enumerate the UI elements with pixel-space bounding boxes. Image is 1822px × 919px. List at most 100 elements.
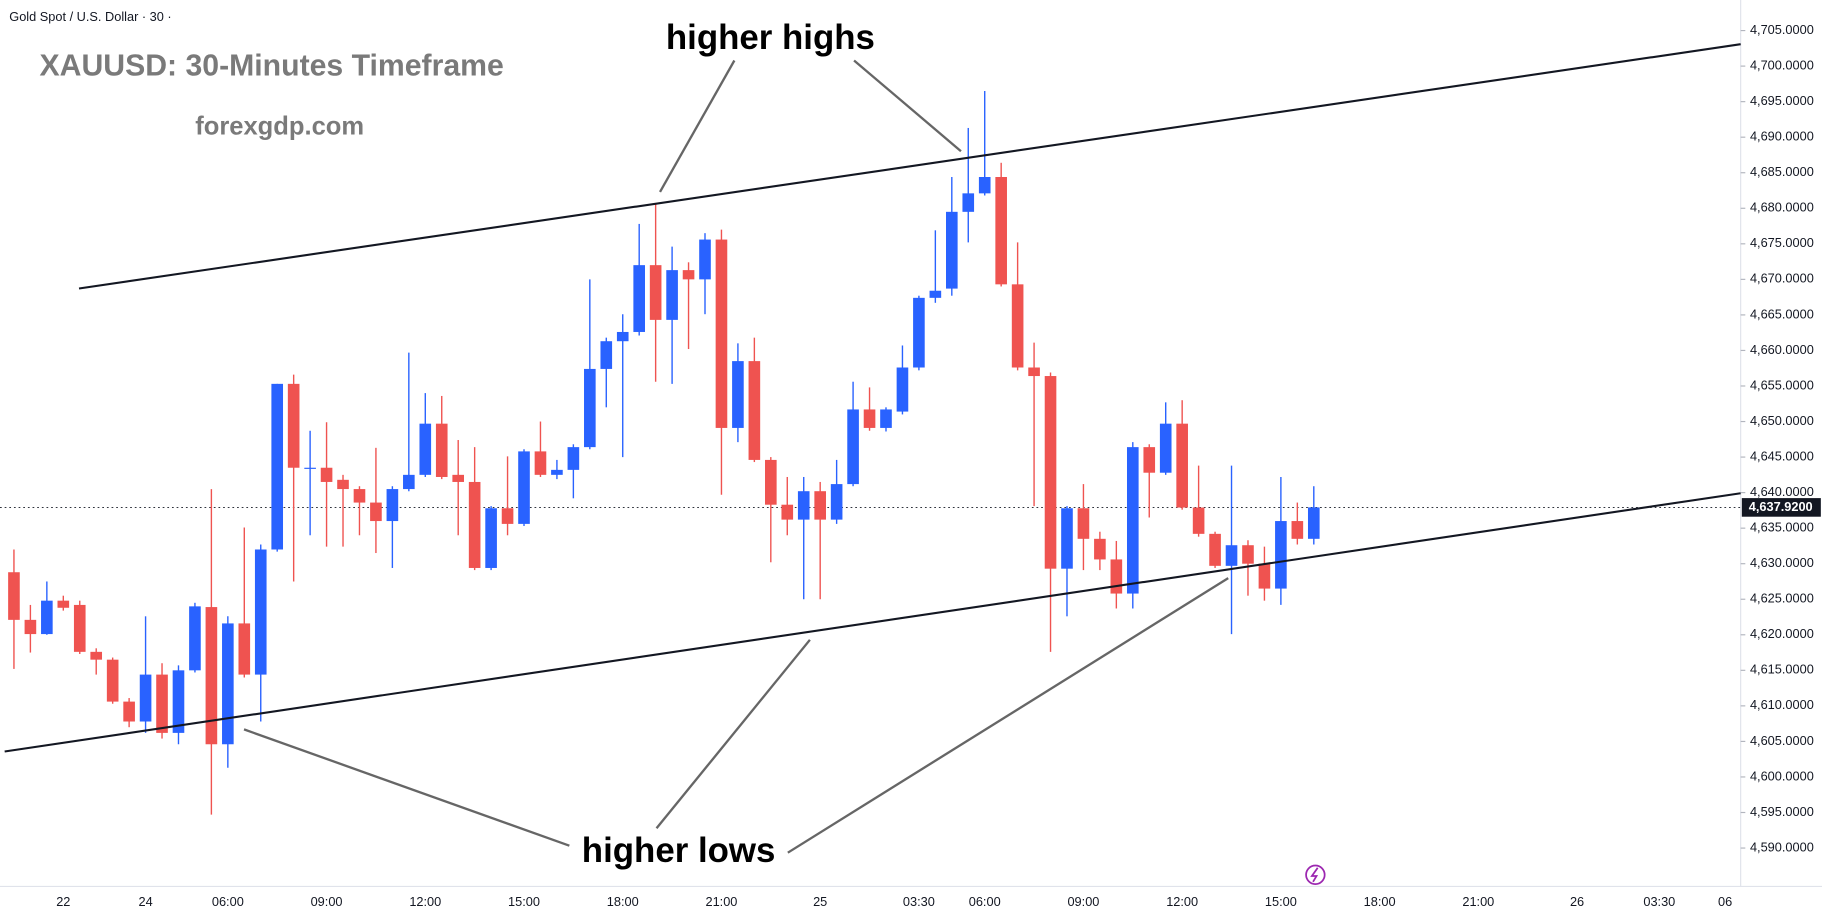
y-tick-label: 4,600.0000 xyxy=(1750,768,1814,783)
candle-body xyxy=(205,607,218,745)
x-tick-label: 09:00 xyxy=(311,894,343,909)
candle-body xyxy=(370,502,382,522)
candle-body xyxy=(468,481,481,568)
candle-body xyxy=(403,474,415,490)
x-tick-label: 03:30 xyxy=(1643,894,1675,909)
candle-body xyxy=(863,409,876,428)
x-tick-label: 06 xyxy=(1718,894,1732,909)
candle-body xyxy=(238,623,251,675)
candle-body xyxy=(386,489,399,522)
candle-body xyxy=(419,423,432,475)
icon-ring[interactable] xyxy=(1305,864,1326,885)
y-tick-label: 4,675.0000 xyxy=(1750,235,1814,250)
candle-body xyxy=(1011,284,1024,368)
y-tick-label: 4,685.0000 xyxy=(1750,164,1814,179)
candle-body xyxy=(732,361,744,428)
y-tick-label: 4,610.0000 xyxy=(1750,697,1814,712)
y-tick-label: 4,590.0000 xyxy=(1750,839,1814,854)
y-tick-label: 4,595.0000 xyxy=(1750,804,1814,819)
candle-body xyxy=(304,467,316,469)
plot-area xyxy=(0,90,1741,815)
candle-body xyxy=(666,270,678,320)
x-tick-label: 21:00 xyxy=(1462,894,1494,909)
candle-body xyxy=(1291,521,1304,539)
candle-body xyxy=(896,367,909,412)
candle-body xyxy=(765,459,777,505)
candle-body xyxy=(41,600,53,635)
candle-body xyxy=(452,474,465,482)
candle-body xyxy=(8,572,20,620)
candle-body xyxy=(699,239,711,280)
pointer-line xyxy=(655,639,811,829)
x-tick-label: 15:00 xyxy=(508,894,540,909)
candle-body xyxy=(1110,559,1123,594)
y-tick-label: 4,690.0000 xyxy=(1750,129,1814,144)
candle-body xyxy=(106,659,119,702)
candle-body xyxy=(616,331,629,342)
x-tick-label: 24 xyxy=(138,894,152,909)
candle-body xyxy=(945,211,958,289)
y-tick-label: 4,660.0000 xyxy=(1750,342,1814,357)
candle-body xyxy=(271,383,284,550)
y-tick-label: 4,670.0000 xyxy=(1750,271,1814,286)
candle-body xyxy=(337,479,349,490)
x-tick-label: 21:00 xyxy=(705,894,737,909)
candle-body xyxy=(978,177,991,194)
pointer-line xyxy=(658,59,736,193)
candle-body xyxy=(534,451,547,475)
x-tick-label: 25 xyxy=(813,894,827,909)
candle-body xyxy=(501,508,514,524)
y-tick-label: 4,625.0000 xyxy=(1750,591,1814,606)
y-tick-label: 4,705.0000 xyxy=(1750,22,1814,37)
upper-trendline xyxy=(78,43,1741,290)
candle-body xyxy=(1258,563,1271,589)
candle-body xyxy=(715,239,728,428)
pointer-line xyxy=(787,577,1229,854)
candle-body xyxy=(567,447,580,470)
candle-body xyxy=(1209,533,1221,566)
candle-body xyxy=(73,604,86,652)
x-tick-label: 26 xyxy=(1570,894,1584,909)
candle-body xyxy=(797,491,810,520)
candle-body xyxy=(1061,508,1073,569)
symbol-header: Gold Spot / U.S. Dollar · 30 · xyxy=(9,9,171,24)
candle-body xyxy=(90,651,103,660)
y-tick-label: 4,645.0000 xyxy=(1750,448,1814,463)
y-tick-label: 4,650.0000 xyxy=(1750,413,1814,428)
candle-body xyxy=(156,674,168,733)
x-tick-label: 09:00 xyxy=(1067,894,1099,909)
x-tick-label: 22 xyxy=(56,894,70,909)
x-tick-label: 18:00 xyxy=(1364,894,1396,909)
lower-trendline xyxy=(4,492,1741,753)
candle-body xyxy=(880,409,892,428)
candle-body xyxy=(1126,447,1139,594)
y-tick-label: 4,665.0000 xyxy=(1750,306,1814,321)
candle-body xyxy=(830,484,843,520)
candle-body xyxy=(1307,507,1320,539)
x-tick-label: 12:00 xyxy=(409,894,441,909)
candle-body xyxy=(929,290,942,298)
chart-subtitle: forexgdp.com xyxy=(195,113,364,141)
candle-body xyxy=(287,383,300,468)
replay-icon[interactable] xyxy=(1305,864,1326,885)
candle-body xyxy=(518,451,530,524)
x-tick-label: 15:00 xyxy=(1265,894,1297,909)
x-tick-label: 12:00 xyxy=(1166,894,1198,909)
candle-body xyxy=(1242,545,1254,564)
y-tick-label: 4,630.0000 xyxy=(1750,555,1814,570)
candle-body xyxy=(1143,447,1156,473)
candle-body xyxy=(682,270,695,280)
candle-body xyxy=(1159,423,1172,473)
candle-body xyxy=(353,489,366,503)
candle-body xyxy=(584,368,596,448)
annotation: higher highs xyxy=(666,18,875,57)
icon-bolt[interactable] xyxy=(1310,867,1319,883)
x-tick-label: 03:30 xyxy=(903,894,935,909)
y-tick-label: 4,655.0000 xyxy=(1750,377,1814,392)
candle-body xyxy=(1094,538,1106,560)
candle-body xyxy=(435,423,448,477)
candle-body xyxy=(600,341,613,369)
